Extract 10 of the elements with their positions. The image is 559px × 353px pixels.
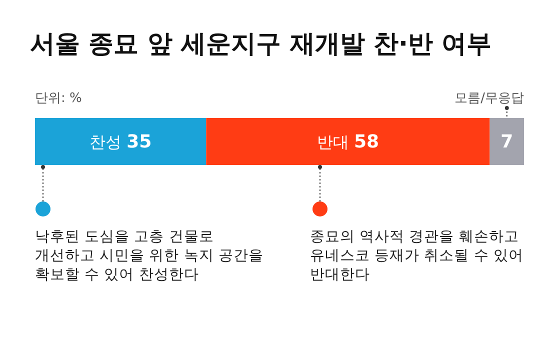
data-label: 35 xyxy=(126,132,152,152)
text: 낙후된 도심을 고층 건물로 개선하고 시민을 위한 녹지 공간을 확보할 수 있어 찬성한다 xyxy=(35,229,264,283)
text: 종묘의 역사적 경관을 훼손하고 유네스코 등재가 취소될 수 있어 반대한다 xyxy=(310,229,524,283)
series-label: 모름/무응답 xyxy=(454,91,524,106)
series-label: 반대 xyxy=(316,132,354,152)
series-label: 찬성 xyxy=(89,132,127,152)
chart-title: 서울 종묘 앞 세운지구 재개발 찬·반 여부 xyxy=(30,29,492,58)
data-label: 7 xyxy=(500,132,514,152)
text: 단위: % xyxy=(35,91,82,106)
data-label: 58 xyxy=(354,132,380,152)
